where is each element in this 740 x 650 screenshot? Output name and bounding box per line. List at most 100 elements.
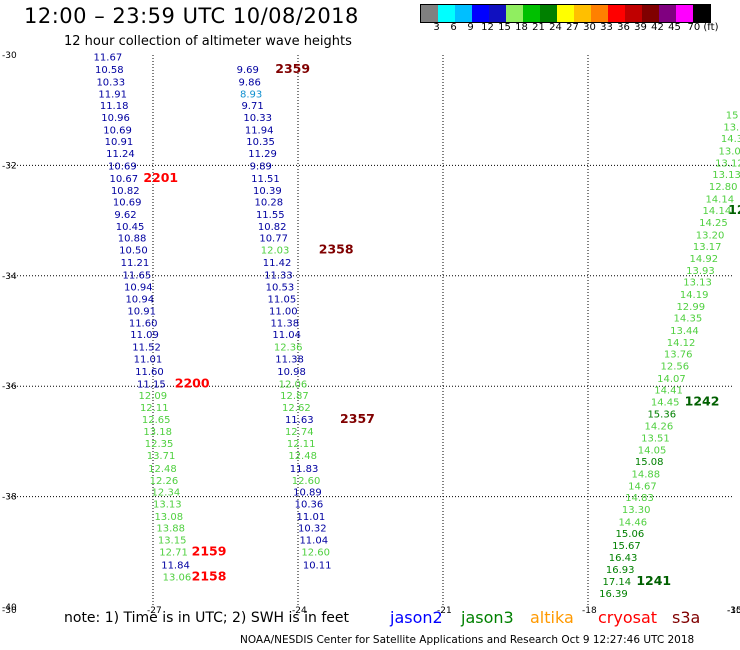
wave-height-value: 14.41: [654, 385, 683, 396]
wave-height-value: 9.89: [250, 161, 272, 172]
wave-height-value: 12.71: [159, 548, 188, 559]
wave-height-value: 10.88: [118, 234, 147, 245]
colorbar-tick: 27: [566, 22, 579, 33]
wave-height-value: 10.96: [101, 113, 130, 124]
wave-height-value: 14.12: [667, 338, 696, 349]
lat-label: -32: [2, 161, 17, 171]
wave-height-value: 13.0: [719, 146, 740, 157]
colorbar-swatch: [523, 5, 540, 22]
wave-height-value: 11.04: [299, 536, 328, 547]
wave-height-value: 14.92: [690, 254, 719, 265]
wave-height-value: 17.14: [603, 577, 632, 588]
wave-height-value: 12.11: [287, 439, 316, 450]
wave-height-value: 10.89: [293, 487, 322, 498]
pass-time-label: 1241: [636, 573, 671, 588]
wave-height-value: 11.67: [94, 53, 123, 64]
wave-height-value: 13.18: [143, 427, 172, 438]
lon-label: -18: [582, 606, 597, 616]
wave-height-value: 11.09: [130, 330, 159, 341]
wave-height-value: 10.11: [303, 560, 332, 571]
wave-height-value: 10.39: [253, 186, 282, 197]
map-title: 12:00 – 23:59 UTC 10/08/2018: [24, 4, 359, 28]
lat-label: -40: [2, 603, 17, 613]
colorbar-tick: 6: [450, 22, 457, 33]
wave-height-value: 13.44: [670, 326, 699, 337]
wave-height-value: 14.67: [628, 481, 657, 492]
wave-height-value: 10.53: [266, 283, 295, 294]
legend-jason2: jason2: [390, 608, 443, 627]
wave-height-value: 13.13: [153, 500, 182, 511]
colorbar-tick: 45: [668, 22, 681, 33]
wave-height-value: 10.77: [259, 234, 288, 245]
wave-height-value: 15.08: [635, 457, 664, 468]
colorbar-ticks: 3 6 9 12 15 18 21 24 27 30 33 36 39 42 45 70 (ft): [420, 22, 723, 33]
wave-height-value: 9.62: [114, 210, 136, 221]
colorbar-tick: 9: [467, 22, 474, 33]
wave-height-value: 14.83: [625, 493, 654, 504]
wave-height-value: 12.48: [288, 451, 317, 462]
wave-height-value: 14.14: [705, 194, 734, 205]
wave-height-value: 11.52: [132, 342, 161, 353]
colorbar-swatch: [608, 5, 625, 22]
wave-height-value: 14.05: [638, 446, 667, 457]
colorbar: [420, 4, 711, 23]
pass-time-label: 124: [728, 202, 740, 217]
wave-height-value: 11.04: [272, 330, 301, 341]
wave-height-value: 10.33: [243, 113, 272, 124]
wave-height-value: 10.33: [96, 77, 125, 88]
wave-height-value: 13.15: [158, 536, 187, 547]
colorbar-tick: 39: [634, 22, 647, 33]
wave-height-value: 14.88: [632, 469, 661, 480]
pass-time-label: 2200: [175, 375, 210, 390]
wave-height-value: 12.35: [145, 439, 174, 450]
wave-height-value: 11.24: [106, 149, 135, 160]
wave-height-value: 12.06: [279, 379, 308, 390]
wave-height-value: 10.98: [277, 367, 306, 378]
wave-height-value: 11.15: [137, 379, 166, 390]
wave-height-value: 14.07: [657, 374, 686, 385]
wave-height-value: 12.36: [274, 342, 303, 353]
wave-height-value: 13.30: [622, 505, 651, 516]
wave-height-value: 14.14: [703, 206, 732, 217]
colorbar-swatch: [421, 5, 438, 22]
colorbar-tick: 21: [532, 22, 545, 33]
wave-height-value: 16.43: [609, 553, 638, 564]
wave-height-value: 12.80: [709, 182, 738, 193]
wave-height-value: 12.11: [140, 403, 169, 414]
wave-height-value: 11.94: [245, 125, 274, 136]
wave-height-value: 13.12: [715, 159, 740, 170]
colorbar-tick: 15: [498, 22, 511, 33]
wave-height-value: 13.20: [696, 230, 725, 241]
wave-height-value: 12.74: [285, 427, 314, 438]
wave-height-value: 10.28: [255, 198, 284, 209]
map-subtitle: 12 hour collection of altimeter wave hei…: [64, 34, 352, 49]
wave-height-value: 10.91: [127, 306, 156, 317]
pass-time-label: 2159: [192, 544, 227, 559]
colorbar-swatch: [455, 5, 472, 22]
lat-label: -34: [2, 272, 17, 282]
wave-height-value: 11.55: [256, 210, 285, 221]
wave-height-value: 11.29: [248, 149, 277, 160]
lon-label: -15: [727, 606, 740, 616]
wave-height-value: 10.82: [258, 222, 287, 233]
wave-height-value: 10.36: [295, 500, 324, 511]
wave-height-value: 11.91: [98, 90, 127, 101]
wave-height-value: 13.06: [163, 573, 192, 584]
wave-height-value: 12.26: [150, 476, 179, 487]
wave-height-value: 13.17: [693, 242, 722, 253]
wave-height-value: 11.42: [263, 258, 292, 269]
wave-height-value: 10.32: [298, 523, 327, 534]
wave-height-value: 10.69: [113, 198, 142, 209]
wave-height-value: 13.08: [154, 512, 183, 523]
wave-height-value: 10.69: [103, 125, 132, 136]
colorbar-swatch: [438, 5, 455, 22]
wave-height-value: 10.94: [124, 283, 153, 294]
wave-height-value: 16.39: [599, 589, 628, 600]
corner-lat-label: -30: [2, 606, 17, 616]
lon-label: -24: [292, 606, 307, 616]
wave-height-value: 13.13: [683, 278, 712, 289]
wave-height-value: 16.93: [606, 565, 635, 576]
wave-height-value: 12.87: [280, 391, 309, 402]
legend-altika: altika: [530, 608, 574, 627]
wave-height-value: 11.63: [285, 415, 314, 426]
